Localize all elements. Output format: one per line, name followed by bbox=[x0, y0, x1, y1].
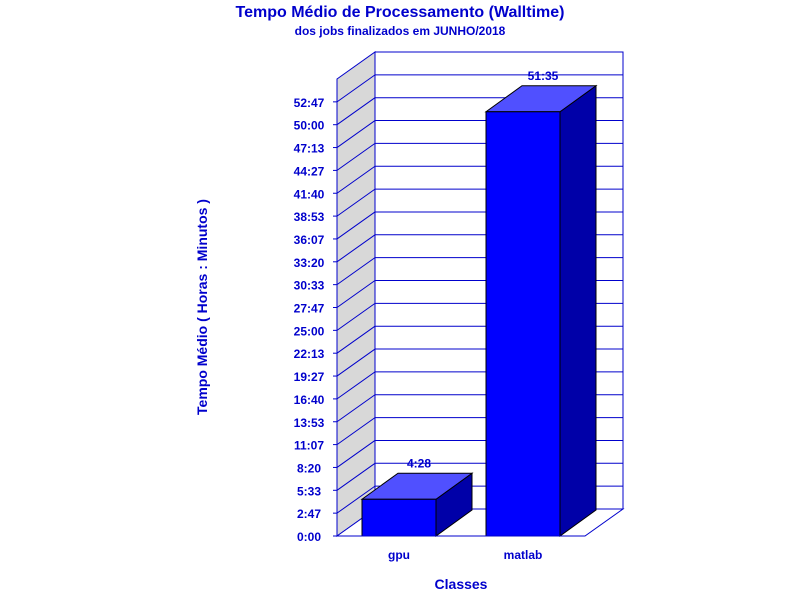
bars: 4:28 51:35 bbox=[360, 69, 598, 537]
wall-gridline bbox=[336, 394, 376, 423]
y-tick-label: 25:00 bbox=[294, 324, 325, 338]
data-label: 4:28 bbox=[407, 456, 431, 470]
chart-subtitle: dos jobs finalizados em JUNHO/2018 bbox=[295, 24, 506, 38]
wall-gridline bbox=[336, 417, 376, 446]
y-tick-label: 33:20 bbox=[294, 256, 325, 270]
y-tick-label: 11:07 bbox=[294, 439, 324, 453]
x-tick-label: gpu bbox=[388, 548, 410, 562]
y-tick-label: 0:00 bbox=[297, 530, 321, 544]
wall-gridline bbox=[336, 302, 376, 331]
wall-gridline bbox=[336, 325, 376, 354]
wall-gridline bbox=[336, 462, 376, 491]
chart-title: Tempo Médio de Processamento (Walltime) bbox=[236, 4, 565, 21]
y-tick-label: 47:13 bbox=[294, 142, 325, 156]
y-tick-label: 27:47 bbox=[294, 302, 325, 316]
y-tick-label: 19:27 bbox=[294, 370, 325, 384]
x-axis: gpu matlab bbox=[337, 535, 585, 562]
y-tick-label: 2:47 bbox=[297, 507, 321, 521]
y-tick-label: 30:33 bbox=[294, 279, 325, 293]
wall-gridline bbox=[336, 142, 376, 171]
wall-gridline bbox=[336, 440, 376, 468]
y-tick-label: 52:47 bbox=[294, 96, 325, 110]
y-axis-label: Tempo Médio ( Horas : Minutos ) bbox=[194, 199, 210, 415]
bar-side bbox=[559, 84, 597, 537]
bar-gpu: 4:28 bbox=[360, 456, 474, 537]
y-axis: 0:00 2:47 5:33 8:20 11:07 13:53 16:40 19:27 22:1… bbox=[294, 79, 338, 544]
y-tick-label: 16:40 bbox=[294, 393, 325, 407]
y-tick-label: 22:13 bbox=[294, 347, 325, 361]
y-tick-label: 50:00 bbox=[294, 119, 325, 133]
y-tick-label: 5:33 bbox=[297, 484, 321, 498]
y-tick-label: 36:07 bbox=[294, 233, 325, 247]
wall-gridline bbox=[336, 257, 376, 286]
x-tick-label: matlab bbox=[504, 548, 543, 562]
bar-front bbox=[485, 111, 561, 537]
x-axis-label: Classes bbox=[435, 576, 488, 592]
y-tick-label: 41:40 bbox=[294, 187, 325, 201]
wall-gridline bbox=[336, 165, 376, 194]
bar-matlab: 51:35 bbox=[484, 69, 598, 537]
wall-gridline bbox=[336, 348, 376, 377]
data-label: 51:35 bbox=[528, 69, 559, 83]
wall-gridline bbox=[336, 371, 376, 400]
wall-gridline bbox=[336, 211, 376, 240]
wall-gridline bbox=[336, 234, 376, 263]
wall-gridline bbox=[336, 74, 376, 103]
y-tick-label: 44:27 bbox=[294, 164, 325, 178]
y-tick-label: 38:53 bbox=[294, 210, 325, 224]
wall-gridline bbox=[336, 485, 376, 514]
y-tick-label: 8:20 bbox=[297, 461, 321, 475]
wall-gridline bbox=[336, 120, 376, 148]
wall-gridline bbox=[336, 188, 376, 217]
wall-gridline bbox=[336, 97, 376, 126]
wall-gridline bbox=[336, 280, 376, 308]
bar-front bbox=[361, 498, 437, 537]
y-tick-label: 13:53 bbox=[294, 416, 325, 430]
